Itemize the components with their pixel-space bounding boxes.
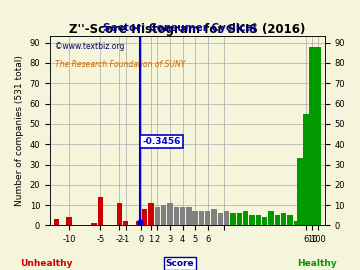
Bar bbox=[186, 207, 192, 225]
Bar bbox=[154, 207, 160, 225]
Text: Sector: Consumer Cyclical: Sector: Consumer Cyclical bbox=[103, 23, 257, 33]
Bar bbox=[148, 203, 154, 225]
Bar bbox=[262, 217, 267, 225]
Bar bbox=[142, 209, 147, 225]
Text: -0.3456: -0.3456 bbox=[142, 137, 180, 146]
Bar bbox=[174, 207, 179, 225]
Bar bbox=[205, 211, 211, 225]
Bar bbox=[117, 203, 122, 225]
Bar bbox=[193, 211, 198, 225]
Bar bbox=[249, 215, 255, 225]
Bar bbox=[167, 203, 172, 225]
Text: ©www.textbiz.org: ©www.textbiz.org bbox=[55, 42, 125, 51]
Text: Healthy: Healthy bbox=[297, 259, 337, 268]
Title: Z''-Score Histogram for SKIS (2016): Z''-Score Histogram for SKIS (2016) bbox=[69, 23, 306, 36]
Bar bbox=[161, 205, 166, 225]
Bar bbox=[211, 209, 217, 225]
Text: The Research Foundation of SUNY: The Research Foundation of SUNY bbox=[55, 60, 186, 69]
Bar bbox=[54, 220, 59, 225]
Bar bbox=[98, 197, 103, 225]
Bar bbox=[136, 221, 141, 225]
Bar bbox=[66, 217, 72, 225]
Bar bbox=[243, 211, 248, 225]
Bar bbox=[268, 211, 274, 225]
Bar bbox=[180, 207, 185, 225]
Bar bbox=[199, 211, 204, 225]
Bar bbox=[275, 215, 280, 225]
Bar bbox=[281, 213, 286, 225]
Bar bbox=[237, 213, 242, 225]
Bar bbox=[230, 213, 236, 225]
Bar bbox=[224, 211, 229, 225]
Bar bbox=[310, 47, 321, 225]
Bar bbox=[256, 215, 261, 225]
Text: Unhealthy: Unhealthy bbox=[21, 259, 73, 268]
Bar bbox=[218, 213, 223, 225]
Bar bbox=[303, 114, 315, 225]
Text: Score: Score bbox=[166, 259, 194, 268]
Y-axis label: Number of companies (531 total): Number of companies (531 total) bbox=[15, 56, 24, 206]
Bar bbox=[297, 158, 308, 225]
Bar bbox=[123, 221, 129, 225]
Bar bbox=[293, 221, 299, 225]
Bar bbox=[91, 224, 97, 225]
Bar bbox=[287, 215, 293, 225]
